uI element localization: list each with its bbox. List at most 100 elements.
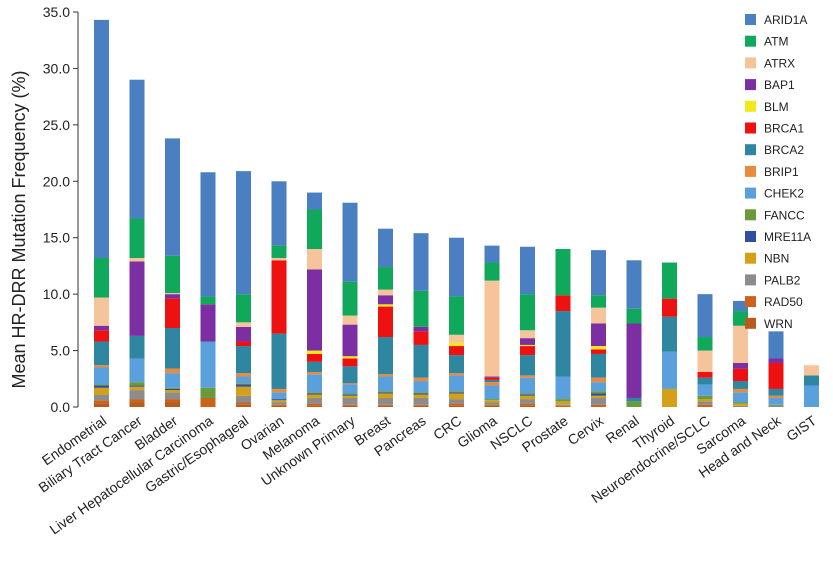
bar-segment-wrn — [94, 403, 109, 407]
bar-segment-chek2 — [378, 376, 393, 392]
bar-segment-brip1 — [378, 374, 393, 377]
bar-segment-arid1a — [413, 233, 429, 291]
bar-segment-nbn — [484, 400, 500, 403]
bar-segment-bap1 — [733, 362, 748, 369]
bar-segment-palb2 — [697, 401, 713, 405]
bar-stack — [342, 202, 358, 407]
bar-stack — [413, 233, 429, 407]
legend-swatch — [745, 252, 756, 264]
bar-segment-palb2 — [236, 395, 251, 403]
bar-segment-mre11a — [165, 388, 180, 391]
bar-segment-brca2 — [733, 381, 748, 389]
bar-segment-atm — [697, 337, 713, 351]
bar-segment-palb2 — [342, 397, 358, 405]
legend-swatch — [745, 317, 756, 329]
bar-segment-mre11a — [129, 385, 145, 387]
bar-segment-rad50 — [200, 397, 216, 407]
bar-segment-nbn — [307, 394, 322, 398]
bar-segment-bap1 — [200, 304, 216, 342]
bar-segment-atrx — [520, 330, 535, 339]
legend-label: PALB2 — [764, 273, 801, 287]
bar-segment-fancc — [307, 392, 322, 394]
bar-segment-brca1 — [520, 346, 535, 356]
bar-segment-arid1a — [271, 181, 287, 246]
legend-label: BAP1 — [764, 78, 795, 92]
bar-segment-arid1a — [165, 138, 180, 256]
bar-segment-blm — [307, 350, 322, 354]
bar-segment-rad50 — [165, 399, 180, 403]
bar-segment-bap1 — [520, 338, 535, 345]
legend-swatch — [745, 165, 756, 177]
bar-segment-fancc — [591, 391, 606, 394]
bar-segment-brip1 — [307, 372, 322, 375]
bar-segment-arid1a — [626, 260, 642, 309]
bar-segment-atrx — [129, 258, 145, 262]
bar-segment-atrx — [378, 289, 393, 296]
legend-label: ARID1A — [764, 13, 807, 27]
bar-stack — [94, 19, 109, 407]
bar-segment-arid1a — [307, 192, 322, 210]
bar-stack — [626, 260, 642, 407]
bar-segment-mre11a — [271, 399, 287, 401]
bar-segment-wrn — [129, 402, 145, 407]
bar-segment-mre11a — [520, 394, 535, 396]
bar-segment-chek2 — [94, 367, 109, 385]
bar-segment-wrn — [378, 405, 393, 407]
bar-stack — [236, 171, 251, 407]
bar-segment-arid1a — [733, 300, 748, 312]
bar-segment-brca1 — [484, 377, 500, 380]
bar-segment-arid1a — [520, 246, 535, 295]
bar-segment-brca2 — [662, 316, 677, 352]
bar-segment-wrn — [484, 405, 500, 407]
bar-segment-nbn — [449, 393, 464, 400]
bar-segment-atrx — [342, 315, 358, 325]
bar-segment-fancc — [449, 391, 464, 393]
bar-segment-atrx — [484, 280, 500, 377]
bar-segment-rad50 — [342, 404, 358, 406]
bar-segment-bap1 — [413, 326, 429, 332]
bar-segment-fancc — [165, 387, 180, 389]
legend-swatch — [745, 296, 756, 308]
bar-segment-chek2 — [733, 392, 748, 403]
bar-segment-rad50 — [94, 400, 109, 404]
bar-segment-brip1 — [520, 375, 535, 378]
legend-swatch — [745, 187, 756, 199]
bar-segment-bap1 — [378, 295, 393, 305]
bar-segment-bap1 — [165, 294, 180, 299]
bar-segment-brca2 — [520, 355, 535, 376]
bar-segment-brca1 — [378, 306, 393, 338]
bar-segment-nbn — [591, 395, 606, 398]
bar-segment-bap1 — [626, 323, 642, 398]
legend-label: FANCC — [764, 208, 805, 222]
bar-segment-brca1 — [271, 260, 287, 334]
bar-segment-atm — [555, 249, 571, 296]
bar-segment-brca1 — [413, 331, 429, 345]
bar-segment-brca2 — [591, 353, 606, 378]
bar-segment-nbn — [236, 386, 251, 396]
bar-segment-palb2 — [129, 390, 145, 400]
bar-segment-brca1 — [662, 298, 677, 317]
bar-segment-palb2 — [591, 397, 606, 405]
bar-segment-arid1a — [484, 245, 500, 263]
bar-segment-brip1 — [236, 373, 251, 377]
bar-segment-arid1a — [342, 202, 358, 282]
bar-segment-rad50 — [307, 403, 322, 406]
bar-segment-nbn — [555, 401, 571, 405]
bar-segment-mre11a — [342, 394, 358, 396]
bar-segment-palb2 — [520, 399, 535, 404]
bar-segment-brca2 — [94, 341, 109, 366]
bar-segment-brca2 — [555, 311, 571, 377]
bar-segment-atm — [129, 218, 145, 259]
bar-segment-palb2 — [733, 405, 748, 407]
bar-segment-palb2 — [94, 394, 109, 401]
bar-segment-brca1 — [94, 330, 109, 342]
legend-swatch — [745, 122, 756, 134]
bar-segment-brca2 — [307, 361, 322, 373]
bar-segment-atm — [449, 296, 464, 335]
bar-stack — [378, 228, 393, 407]
legend-swatch — [745, 100, 756, 112]
bar-stack — [449, 237, 464, 407]
bar-segment-chek2 — [697, 384, 713, 396]
bar-segment-nbn — [378, 393, 393, 398]
